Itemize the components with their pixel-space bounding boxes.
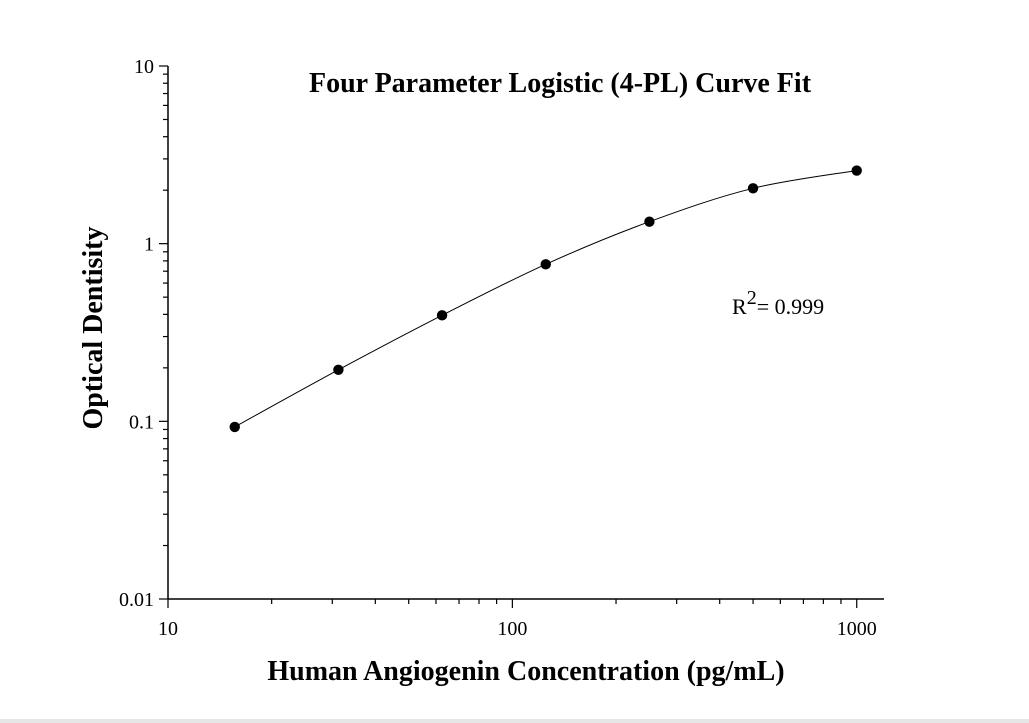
- y-axis-tick-labels: 0.01 0.1 1 10: [119, 56, 154, 611]
- r-squared-base: R: [732, 294, 747, 319]
- data-point: [644, 216, 655, 227]
- data-point: [851, 165, 862, 176]
- data-point: [333, 364, 344, 376]
- r-squared-value: = 0.999: [757, 294, 824, 319]
- data-point: [436, 310, 448, 321]
- y-tick-label: 0.1: [129, 411, 154, 433]
- bottom-rule: [0, 719, 1029, 723]
- data-point: [229, 421, 240, 433]
- x-tick-label: 100: [497, 618, 527, 640]
- plot-area: 10 100 1000 0.01 0.1 1 10: [119, 56, 884, 640]
- chart-title: Four Parameter Logistic (4-PL) Curve Fit: [309, 68, 812, 99]
- x-tick-label: 1000: [837, 618, 877, 640]
- data-points: [229, 165, 862, 433]
- data-point: [540, 259, 551, 270]
- y-axis-ticks: [159, 65, 168, 600]
- data-point: [747, 183, 759, 194]
- y-tick-label: 0.01: [119, 589, 154, 611]
- x-tick-label: 10: [158, 618, 178, 640]
- r-squared-annotation: R2= 0.999: [732, 287, 824, 319]
- y-axis-label: Optical Dentisity: [78, 227, 109, 430]
- x-axis-tick-labels: 10 100 1000: [158, 618, 877, 640]
- x-axis-label: Human Angiogenin Concentration (pg/mL): [267, 656, 784, 687]
- x-axis-ticks: [167, 599, 858, 608]
- y-tick-label: 1: [144, 234, 154, 256]
- r-squared-superscript: 2: [747, 287, 757, 309]
- y-tick-label: 10: [134, 56, 154, 78]
